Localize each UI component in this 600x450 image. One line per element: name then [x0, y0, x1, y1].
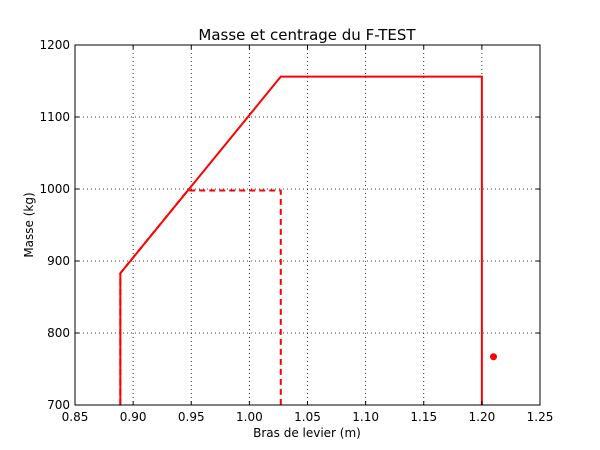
x-axis-label: Bras de levier (m): [253, 426, 361, 440]
x-tick-label: 1.00: [236, 410, 263, 424]
x-tick-label: 1.25: [527, 410, 554, 424]
y-tick-label: 1200: [39, 38, 70, 52]
ticks: 0.85 0.90 0.95 1.00 1.05 1.10 1.15 1.20 1.25 700 8…: [39, 38, 553, 424]
chart-title: Masse et centrage du F-TEST: [198, 26, 416, 44]
x-tick-label: 0.90: [120, 410, 147, 424]
dashed-envelope-line: [119, 189, 282, 405]
y-tick-label: 1000: [39, 182, 70, 196]
x-tick-label: 1.20: [469, 410, 496, 424]
series-group: [119, 75, 497, 405]
x-tick-label: 0.85: [62, 410, 89, 424]
x-tick-label: 1.05: [294, 410, 321, 424]
x-tick-label: 1.10: [352, 410, 379, 424]
grid: [74, 44, 541, 406]
y-tick-label: 800: [47, 326, 70, 340]
y-axis-label: Masse (kg): [22, 192, 36, 257]
cg-point: [490, 353, 497, 361]
y-tick-label: 1100: [39, 110, 70, 124]
x-tick-label: 0.95: [178, 410, 205, 424]
solid-envelope-line: [119, 75, 483, 405]
y-tick-label: 700: [47, 398, 70, 412]
y-tick-label: 900: [47, 254, 70, 268]
x-tick-label: 1.15: [410, 410, 437, 424]
